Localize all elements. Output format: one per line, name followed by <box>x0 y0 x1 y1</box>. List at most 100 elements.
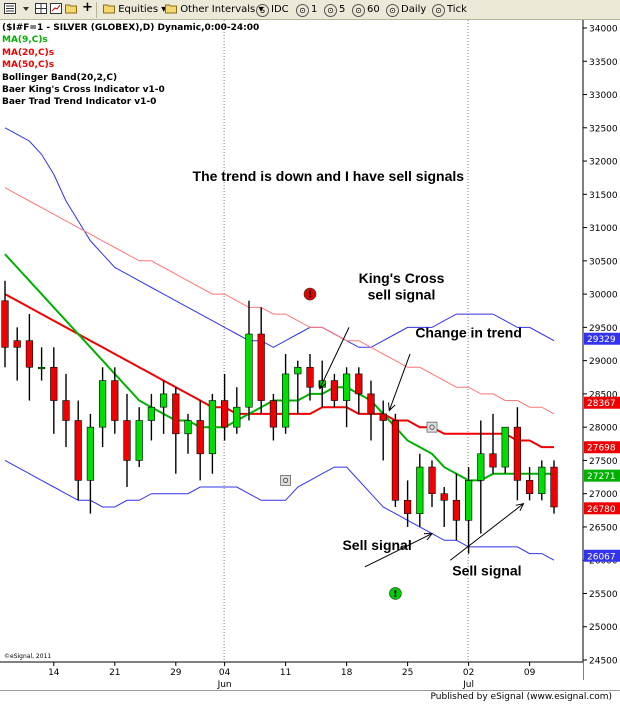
candles <box>1 280 558 554</box>
annotation-trend-note: The trend is down and I have sell signal… <box>193 168 465 184</box>
equities-menu[interactable]: Equities ▾ <box>103 3 166 17</box>
folder-icon[interactable] <box>65 3 77 17</box>
y-tick-label: 26500 <box>589 523 618 533</box>
equities-folder-icon <box>103 4 115 14</box>
price-flag <box>584 469 620 482</box>
y-tick-label: 34000 <box>589 25 618 35</box>
interval-1-button[interactable]: ⊙ 1 <box>296 3 317 17</box>
candle-up <box>233 406 241 428</box>
chart-window-icon[interactable] <box>50 3 62 17</box>
x-tick-label: 02 <box>463 668 474 678</box>
y-tick-label: 29000 <box>589 357 618 367</box>
y-tick-label: 33500 <box>589 58 618 68</box>
x-axis-background <box>0 662 583 690</box>
price-flag <box>584 549 620 562</box>
interval-60-button[interactable]: ⊙ 60 <box>352 3 380 17</box>
sell-signal-marker <box>303 287 317 301</box>
trend-box-marker-dot <box>429 424 435 430</box>
y-tick-label: 24500 <box>589 657 618 667</box>
x-tick-label: 14 <box>48 668 60 678</box>
legend-kings-cross: Baer King's Cross Indicator v1-0 <box>2 85 165 96</box>
other-intervals-menu[interactable]: Other Intervals ▾ <box>165 3 263 17</box>
price-flag-label: 26067 <box>587 552 616 562</box>
y-tick-label: 30000 <box>589 291 618 301</box>
trend-box-marker <box>426 421 438 433</box>
price-flag-label: 28367 <box>587 399 616 409</box>
annotation-sell-signal-1: Sell signal <box>342 537 411 553</box>
candle-down <box>355 373 363 395</box>
published-by: Published by eSignal (www.esignal.com) <box>430 692 612 702</box>
buy-signal-marker <box>389 587 402 600</box>
candle-down <box>221 400 229 428</box>
candle-down <box>111 380 119 421</box>
bollinger-lower-line <box>4 459 555 561</box>
idc-label: IDC <box>271 4 289 15</box>
candle-down <box>367 393 375 415</box>
candle-up <box>99 380 107 428</box>
candle-up <box>464 480 473 521</box>
annotation-kings-cross-line1: King's Cross <box>359 270 445 286</box>
grid-icon[interactable] <box>35 3 47 17</box>
candle-down <box>525 480 534 494</box>
candle-down <box>50 366 58 401</box>
trend-box-marker <box>280 474 292 486</box>
candle-down <box>196 420 204 455</box>
candle-down <box>513 426 521 481</box>
candle-down <box>25 340 34 368</box>
candle-down <box>13 340 21 348</box>
interval-5-circle-icon: ⊙ <box>324 4 337 17</box>
symbol-list-icon[interactable] <box>4 3 16 17</box>
candle-up <box>538 466 546 494</box>
candle-up <box>208 400 217 455</box>
candle-up <box>416 466 424 514</box>
candle-down <box>440 493 448 501</box>
down-arrow-icon[interactable] <box>20 3 32 17</box>
legend-bollinger: Bollinger Band(20,2,C) <box>2 72 118 83</box>
ma20-line <box>4 293 554 449</box>
candle-up <box>135 420 143 461</box>
footer: Published by eSignal (www.esignal.com) <box>0 690 620 705</box>
y-tick-label: 29500 <box>589 324 618 334</box>
trend-box-marker-dot <box>282 477 289 483</box>
annotation-arrow-head <box>423 533 434 541</box>
idc-button[interactable]: S IDC <box>256 3 289 17</box>
axes: 2450025000255002600026500270002750028000… <box>0 20 620 690</box>
bollinger-bands <box>4 127 555 561</box>
candle-down <box>391 420 400 501</box>
legend-trad-trend: Baer Trad Trend Indicator v1-0 <box>2 97 157 108</box>
candle-down <box>1 300 9 348</box>
plot-background <box>0 20 583 680</box>
annotation-arrow-line <box>364 533 433 568</box>
candle-down <box>428 466 436 494</box>
annotation-arrow-line <box>388 353 411 411</box>
interval-5-button[interactable]: ⊙ 5 <box>324 3 345 17</box>
add-icon[interactable]: + <box>82 0 93 15</box>
price-flag-label: 26780 <box>587 505 616 515</box>
tick-button[interactable]: ⊙ Tick <box>432 3 467 17</box>
price-flag-label: 27271 <box>587 472 616 482</box>
candle-down <box>306 366 314 388</box>
candle-up <box>342 373 351 401</box>
annotations: The trend is down and I have sell signal… <box>193 168 525 579</box>
candle-down <box>403 500 412 514</box>
signal-markers: !! <box>280 287 438 600</box>
candle-up <box>477 453 485 481</box>
y-axis-background <box>583 20 620 680</box>
tick-label: Tick <box>447 4 467 15</box>
annotation-change-in-trend: Change in trend <box>415 324 522 340</box>
candle-up <box>184 420 192 435</box>
y-tick-label: 28500 <box>589 390 618 400</box>
interval-5-label: 5 <box>339 4 346 15</box>
y-tick-label: 28000 <box>589 424 618 434</box>
month-label: Jun <box>217 680 232 690</box>
x-tick-label: 18 <box>341 668 353 678</box>
daily-button[interactable]: ⊙ Daily <box>386 3 426 17</box>
candle-down <box>62 400 70 421</box>
bollinger-upper-line <box>4 127 555 348</box>
legend-title: ($I#F=1 - SILVER (GLOBEX),D) Dynamic,0:0… <box>2 23 260 33</box>
chart-legend: ($I#F=1 - SILVER (GLOBEX),D) Dynamic,0:0… <box>2 22 259 109</box>
candle-down <box>123 420 131 461</box>
candle-down <box>172 393 180 435</box>
price-flag-label: 29329 <box>587 335 616 345</box>
x-tick-label: 09 <box>524 668 536 678</box>
